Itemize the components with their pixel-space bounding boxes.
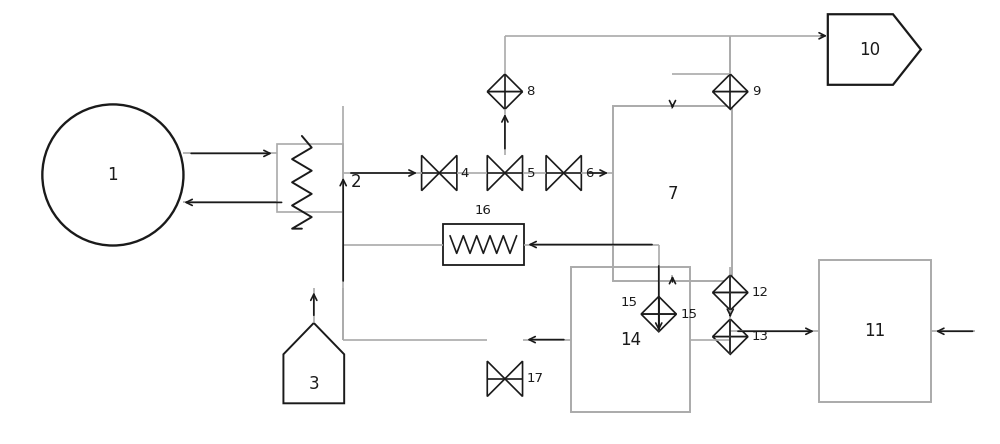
Bar <box>613 107 732 281</box>
Text: 10: 10 <box>859 40 880 59</box>
Bar <box>571 267 690 412</box>
Polygon shape <box>564 155 581 190</box>
Polygon shape <box>713 337 748 354</box>
Circle shape <box>42 104 183 246</box>
Text: 15: 15 <box>620 296 637 309</box>
Text: 3: 3 <box>308 375 319 392</box>
Text: 6: 6 <box>585 166 594 179</box>
Bar <box>277 143 343 212</box>
Polygon shape <box>713 74 748 91</box>
Text: 14: 14 <box>620 331 641 349</box>
Polygon shape <box>546 155 564 190</box>
Text: 8: 8 <box>526 85 535 98</box>
Text: 9: 9 <box>752 85 760 98</box>
Text: 7: 7 <box>667 185 678 202</box>
Polygon shape <box>713 91 748 109</box>
Polygon shape <box>641 297 676 314</box>
Text: 1: 1 <box>108 166 118 184</box>
Bar <box>443 224 524 265</box>
Text: 15: 15 <box>680 308 697 321</box>
Polygon shape <box>283 323 344 403</box>
Polygon shape <box>487 74 523 91</box>
Polygon shape <box>487 155 505 190</box>
Polygon shape <box>505 155 523 190</box>
Text: 13: 13 <box>752 330 769 343</box>
Text: 11: 11 <box>864 322 885 340</box>
Polygon shape <box>439 155 457 190</box>
Text: 17: 17 <box>526 373 543 385</box>
Polygon shape <box>713 319 748 337</box>
Text: 5: 5 <box>526 166 535 179</box>
Text: 2: 2 <box>351 173 362 191</box>
Polygon shape <box>422 155 439 190</box>
Polygon shape <box>828 14 921 85</box>
Text: 12: 12 <box>752 286 769 299</box>
Polygon shape <box>713 275 748 293</box>
Polygon shape <box>505 361 523 396</box>
Text: 16: 16 <box>475 204 492 217</box>
Polygon shape <box>487 91 523 109</box>
Polygon shape <box>487 361 505 396</box>
Polygon shape <box>641 314 676 332</box>
Text: 4: 4 <box>461 166 469 179</box>
Polygon shape <box>713 293 748 310</box>
Bar <box>818 260 931 402</box>
